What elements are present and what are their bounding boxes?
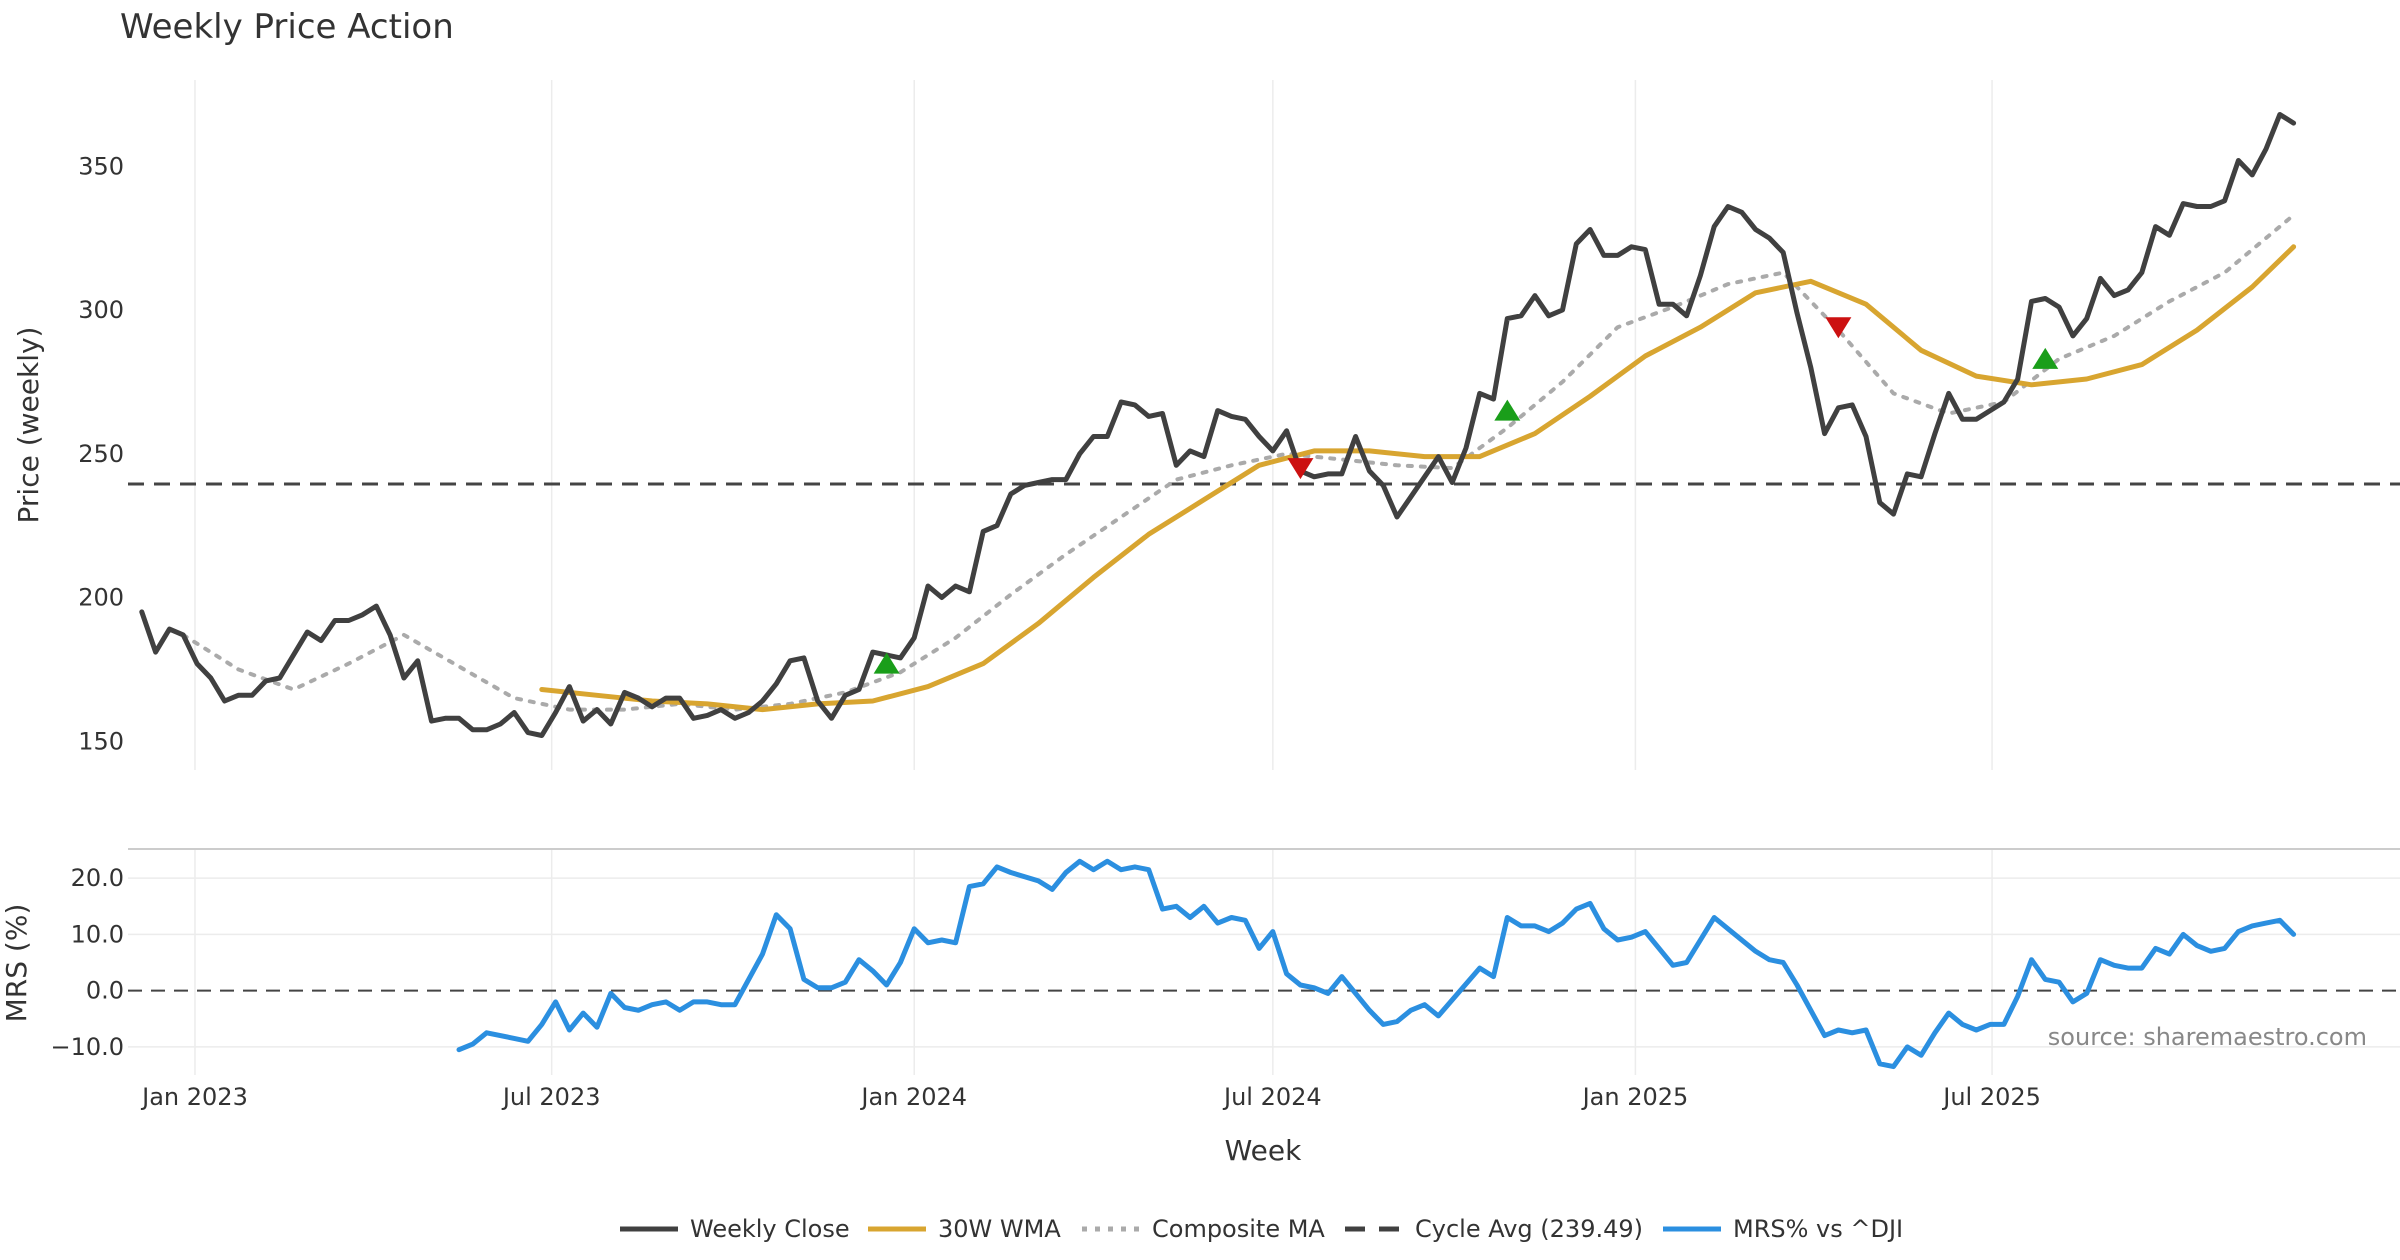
price-y-tick-label: 300 [78,296,124,324]
series-composite-ma [181,213,2296,712]
mrs-y-ticks: 20.0 10.0 0.0 −10.0 [50,864,124,1061]
x-tick-label: Jan 2025 [1581,1083,1689,1111]
buy-signal-marker [873,652,900,674]
mrs-series-group [456,858,2297,1070]
buy-signal-marker [1494,399,1521,421]
sell-signal-marker [1825,317,1852,339]
mrs-y-tick-label: 0.0 [86,977,124,1005]
legend-label: Weekly Close [690,1215,850,1243]
legend-label: 30W WMA [938,1215,1061,1243]
legend-label: Cycle Avg (239.49) [1415,1215,1643,1243]
legend: Weekly Close 30W WMA Composite MA Cycle Avg… [620,1215,1903,1243]
price-y-tick-label: 150 [78,727,124,755]
chart-title: Weekly Price Action [120,7,454,47]
mrs-y-tick-label: 20.0 [71,864,124,892]
x-tick-label: Jul 2025 [1941,1083,2041,1111]
price-gridlines [194,80,1993,770]
source-label: source: sharemaestro.com [2048,1023,2367,1051]
signal-markers [873,317,2059,674]
mrs-gridlines [128,850,2400,1075]
legend-label: Composite MA [1152,1215,1325,1243]
x-tick-label: Jul 2023 [501,1083,601,1111]
price-y-tick-label: 350 [78,152,124,180]
mrs-y-tick-label: −10.0 [50,1033,124,1061]
price-y-axis-label: Price (weekly) [12,327,45,524]
x-tick-label: Jan 2024 [859,1083,967,1111]
mrs-y-axis-label: MRS (%) [0,904,33,1023]
legend-label: MRS% vs ^DJI [1733,1215,1903,1243]
price-y-tick-label: 200 [78,584,124,612]
price-y-tick-label: 250 [78,440,124,468]
price-series-group [139,112,2297,738]
buy-signal-marker [2032,347,2059,369]
x-axis-label: Week [1225,1134,1302,1167]
series-mrs-vs-dji [456,858,2297,1070]
price-y-ticks: 150 200 250 300 350 [78,152,124,755]
x-tick-label: Jan 2023 [140,1083,248,1111]
x-tick-label: Jul 2024 [1222,1083,1322,1111]
mrs-y-tick-label: 10.0 [71,920,124,948]
sell-signal-marker [1287,458,1314,480]
x-ticks: Jan 2023 Jul 2023 Jan 2024 Jul 2024 Jan 2025… [140,1083,2041,1111]
series-weekly-close [139,112,2297,738]
